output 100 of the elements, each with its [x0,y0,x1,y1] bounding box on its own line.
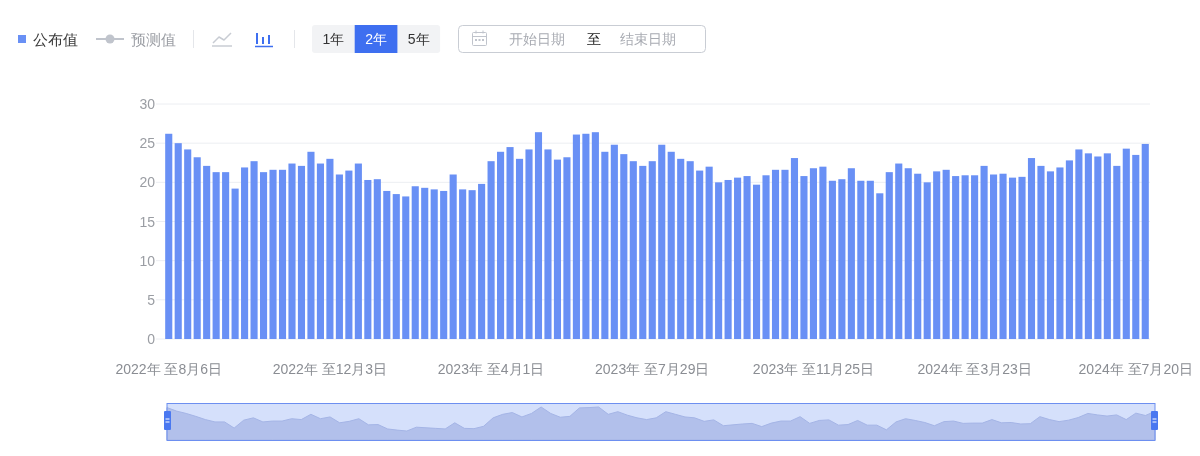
y-tick-label: 15 [139,213,156,230]
bar [440,190,448,339]
bar [1056,167,1064,339]
bar [1027,158,1036,339]
bar [1075,149,1083,339]
bar [847,168,855,339]
bar [601,151,609,339]
x-tick-label: 2024年 至3月23日 [917,361,1032,377]
bar [904,168,912,339]
y-tick-label: 25 [139,135,156,152]
bar [1046,171,1055,339]
text: 1年 [322,31,345,47]
bar [402,196,410,339]
bar [980,165,988,339]
bar [212,172,220,339]
bar [1113,165,1121,339]
bar [534,132,543,339]
bar [563,157,571,339]
bar [658,144,666,339]
x-tick-label: 2022年 至8月6日 [115,361,223,377]
bar [241,167,249,339]
bar [250,161,258,339]
bar [459,189,467,339]
text: 开始日期 [509,31,565,47]
bar [174,143,182,339]
bar [1084,153,1092,339]
bar [838,179,846,339]
bar [307,151,315,339]
bar [515,158,524,339]
bar [715,182,723,339]
bar [686,161,694,339]
x-tick-label: 2023年 至11月25日 [752,361,874,377]
bar [193,157,201,339]
bar [1141,143,1149,339]
legend-label: 公布值 [33,30,78,48]
bar [895,163,903,339]
bar [1065,160,1073,339]
bar [771,169,780,339]
bar [278,169,287,339]
bar [203,165,211,339]
bar [326,158,334,339]
bar [705,166,713,339]
bar [724,179,732,339]
bar [942,169,950,339]
bar [1018,176,1026,339]
x-tick-label: 2022年 至12月3日 [272,361,388,377]
bar [184,149,192,339]
bar [506,147,514,339]
bar [354,163,362,339]
bar [809,168,817,339]
bar [468,190,476,339]
bar [392,194,400,339]
bar [544,149,552,339]
bar [430,189,438,339]
bar [790,158,799,339]
bar [620,154,628,339]
bar [231,188,239,339]
bar [743,176,751,339]
y-tick-label: 0 [147,331,156,347]
bar [497,151,505,339]
y-tick-label: 10 [139,252,156,269]
bar [335,174,343,339]
bar [876,193,884,339]
bar [1037,165,1045,339]
bar [952,176,960,339]
bar [1103,153,1111,339]
bar [696,170,704,339]
y-tick-label: 5 [147,291,156,308]
bar [828,180,836,339]
text: 2年 [365,31,387,47]
bar [639,165,647,339]
text: 5年 [407,31,430,47]
y-tick-label: 30 [139,96,156,112]
x-tick-label: 2024年 至7月20日 [1078,361,1193,377]
text: 至 [587,31,601,47]
bar [781,169,789,339]
bar [961,175,969,339]
bar [752,184,761,339]
bar [933,171,941,339]
bar [421,187,429,339]
x-tick-label: 2023年 至7月29日 [595,361,710,377]
bar [449,174,457,339]
bar [1132,154,1140,339]
bar [487,161,495,339]
bar [800,176,808,339]
bar [914,173,922,339]
bar [1122,148,1130,339]
bar [734,177,742,339]
bar [525,149,533,339]
bar [857,180,865,339]
x-tick-label: 2023年 至4月1日 [437,361,545,377]
bar [1008,177,1017,339]
bar [553,159,562,339]
bar [866,180,874,339]
bar [923,182,931,339]
bar [383,190,391,339]
bar [667,151,675,339]
bar [610,144,618,339]
bar [411,186,419,339]
bar [999,173,1007,339]
